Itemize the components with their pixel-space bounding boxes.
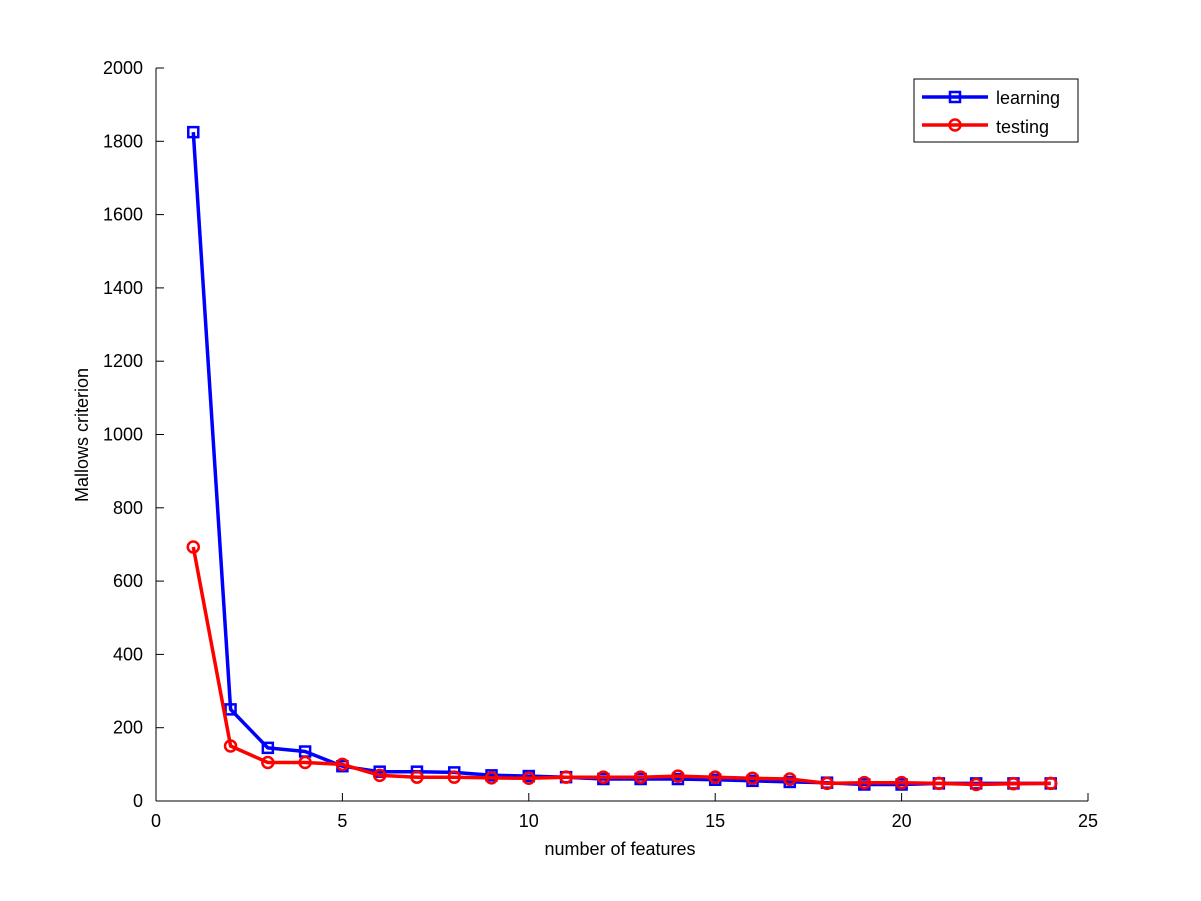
data-point — [223, 739, 238, 753]
data-point — [261, 755, 275, 770]
y-tick-label: 2000 — [103, 58, 143, 78]
data-point — [187, 125, 200, 139]
data-point — [224, 703, 237, 716]
data-point — [298, 755, 312, 770]
x-tick-label: 25 — [1078, 811, 1098, 831]
y-tick-label: 1600 — [103, 205, 143, 225]
data-point — [410, 770, 424, 784]
y-tick-label: 1800 — [103, 131, 143, 151]
data-point — [186, 540, 201, 554]
data-point — [1043, 776, 1058, 791]
y-tick-label: 800 — [113, 498, 143, 518]
data-point — [969, 777, 983, 792]
data-point — [335, 757, 350, 772]
series-testing — [186, 540, 1058, 792]
y-tick-label: 1200 — [103, 351, 143, 371]
x-tick-label: 15 — [705, 811, 725, 831]
data-point — [671, 769, 685, 783]
x-tick-label: 20 — [892, 811, 912, 831]
data-point — [559, 770, 573, 784]
data-point — [745, 771, 760, 786]
data-point — [1006, 777, 1021, 791]
y-tick-label: 600 — [113, 571, 143, 591]
x-tick-label: 5 — [337, 811, 347, 831]
data-point — [372, 768, 387, 783]
legend-label-learning: learning — [996, 88, 1060, 108]
x-axis-label: number of features — [544, 839, 695, 859]
legend: learning testing — [913, 78, 1079, 143]
data-point — [633, 770, 648, 784]
data-point — [894, 775, 909, 790]
y-tick-label: 1400 — [103, 278, 143, 298]
y-tick-label: 400 — [113, 644, 143, 664]
x-tick-label: 0 — [151, 811, 161, 831]
data-point — [596, 770, 611, 784]
y-tick-label: 1000 — [103, 425, 143, 445]
legend-marker-testing — [948, 118, 962, 132]
data-point — [447, 770, 461, 784]
data-point — [857, 775, 872, 790]
y-tick-label: 200 — [113, 718, 143, 738]
series-layer — [186, 125, 1058, 792]
y-tick-label: 0 — [133, 791, 143, 811]
legend-marker-learning — [948, 90, 962, 104]
x-tick-label: 10 — [519, 811, 539, 831]
plot-area — [156, 68, 1088, 801]
data-point — [932, 776, 946, 791]
legend-box — [913, 78, 1079, 143]
data-point — [522, 771, 536, 786]
data-point — [820, 776, 834, 791]
data-point — [484, 771, 499, 785]
data-point — [261, 741, 275, 755]
axes-layer: 0 5 10 15 20 25 0 200 400 600 800 1000 1200 1400 1600 1… — [103, 58, 1098, 831]
y-axis-label: Mallows criterion — [72, 368, 92, 502]
data-point — [783, 772, 797, 786]
legend-label-testing: testing — [996, 117, 1049, 137]
data-point — [708, 770, 722, 784]
